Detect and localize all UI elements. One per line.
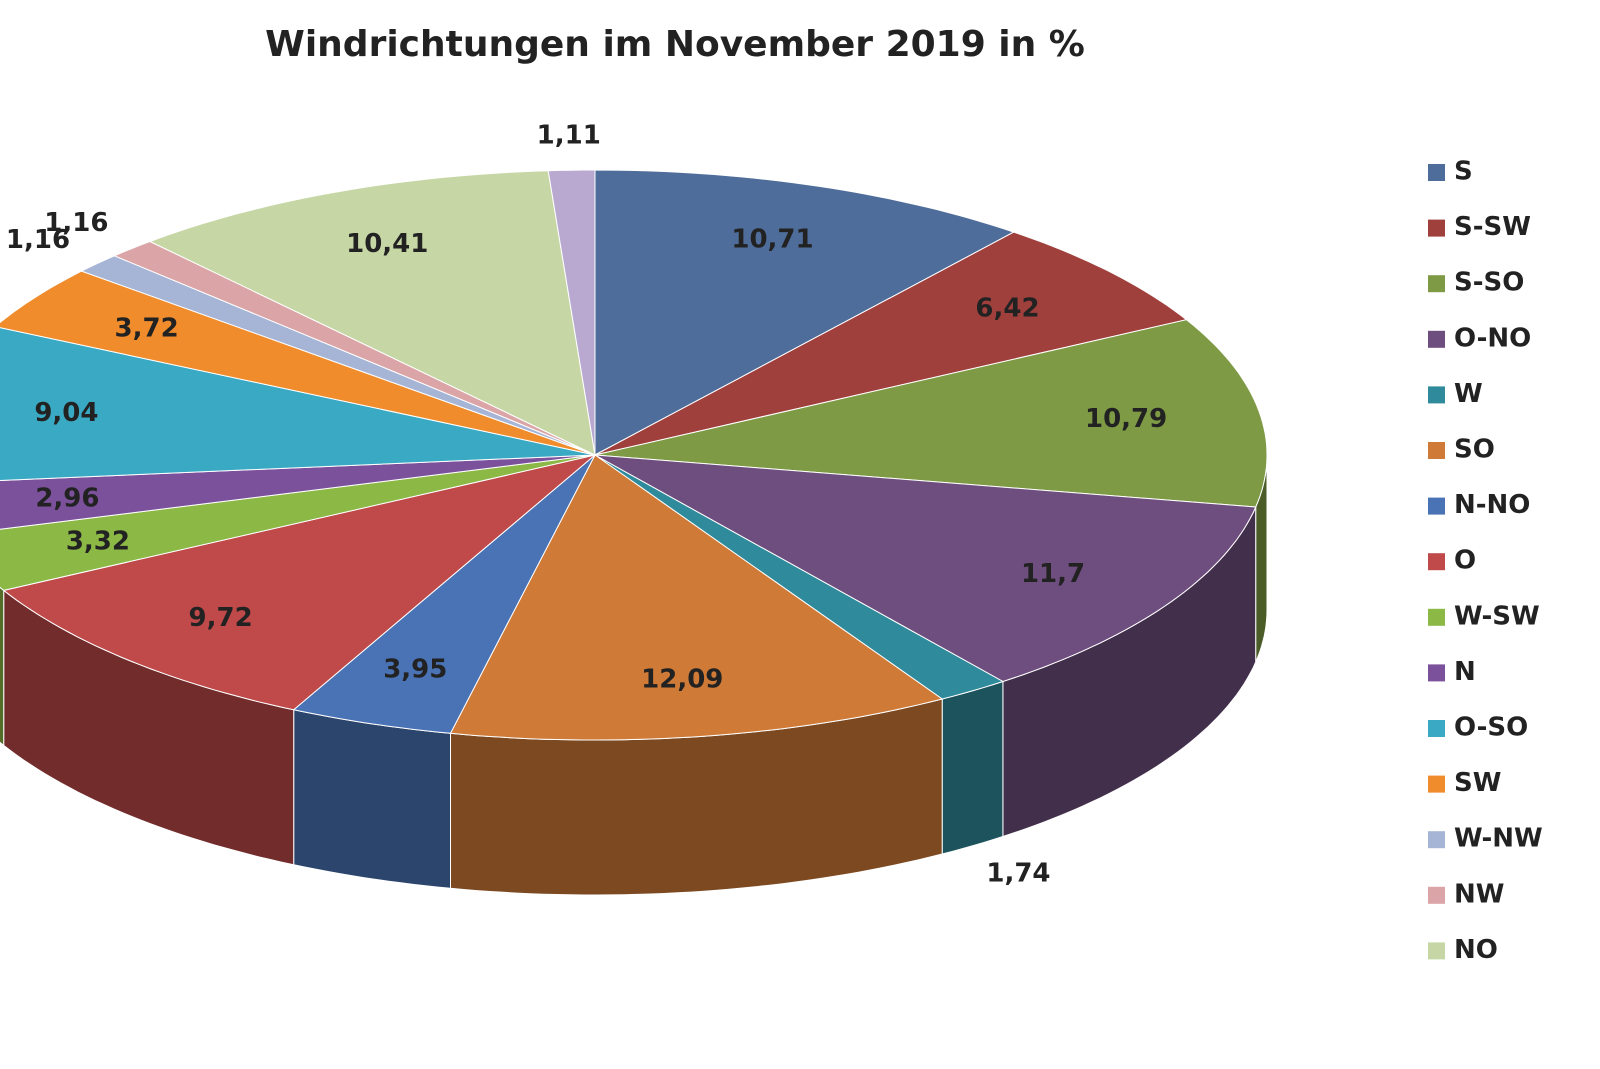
slice <box>594 454 1005 700</box>
legend-swatch <box>1428 219 1445 237</box>
data-label: 1,16 <box>6 225 70 255</box>
legend-label: SW <box>1454 768 1501 798</box>
data-label: 2,96 <box>35 483 99 513</box>
legend-swatch <box>1428 608 1445 626</box>
data-label: 1,11 <box>537 120 601 150</box>
slice <box>2 454 596 711</box>
slice <box>292 454 596 734</box>
legend-label: W-SW <box>1454 601 1540 631</box>
data-label: 10,41 <box>346 229 428 259</box>
legend-swatch <box>1428 330 1445 348</box>
legend-label: W-NW <box>1454 824 1543 854</box>
legend-swatch <box>1428 442 1445 459</box>
slice <box>148 170 596 456</box>
data-label: 3,72 <box>115 314 179 344</box>
slice-side <box>293 709 451 889</box>
legend-swatch <box>1428 720 1445 737</box>
chart-title: Windrichtungen im November 2019 in % <box>265 24 1085 65</box>
legend-label: SO <box>1454 435 1495 465</box>
data-label: 6,42 <box>975 293 1039 323</box>
legend-label: S-SO <box>1454 268 1524 298</box>
slice-side <box>941 680 1004 855</box>
slice <box>594 169 1016 456</box>
legend-label: O-NO <box>1454 323 1531 353</box>
slice <box>594 454 1257 683</box>
slice-side <box>0 586 5 747</box>
legend-swatch <box>1428 275 1445 293</box>
data-label: 9,04 <box>34 398 98 428</box>
legend-swatch <box>1428 497 1445 515</box>
data-label: 11,7 <box>1021 559 1085 589</box>
legend-label: W <box>1454 379 1483 409</box>
legend-label: S-SW <box>1454 212 1531 242</box>
legend-swatch <box>1428 831 1445 849</box>
legend-label: NO <box>1454 935 1498 965</box>
legend-label: N-NO <box>1454 490 1530 520</box>
data-label: 1,16 <box>44 208 108 238</box>
slice <box>0 454 596 530</box>
data-label: 3,32 <box>66 526 130 556</box>
slice <box>0 454 596 591</box>
data-label: 9,72 <box>189 603 253 633</box>
legend-label: S <box>1454 157 1473 187</box>
slice <box>0 270 596 456</box>
data-label: 1,74 <box>986 858 1050 888</box>
slice <box>547 169 596 456</box>
data-label: 12,09 <box>641 664 723 694</box>
legend-swatch <box>1428 775 1445 793</box>
slice <box>594 231 1188 456</box>
slice <box>0 327 596 481</box>
data-label: 3,95 <box>383 654 447 684</box>
legend-label: N <box>1454 657 1476 687</box>
legend-label: O <box>1454 546 1476 576</box>
legend-swatch <box>1428 553 1445 571</box>
slice <box>594 319 1268 508</box>
legend-label: NW <box>1454 879 1504 909</box>
slice <box>449 454 944 741</box>
data-label: 10,71 <box>731 224 813 254</box>
legend-swatch <box>1428 664 1445 682</box>
legend-label: O-SO <box>1454 713 1528 743</box>
legend-swatch <box>1428 886 1445 904</box>
data-label: 10,79 <box>1085 404 1167 434</box>
legend-swatch <box>1428 942 1445 960</box>
legend-swatch <box>1428 164 1445 181</box>
legend-swatch <box>1428 386 1445 404</box>
